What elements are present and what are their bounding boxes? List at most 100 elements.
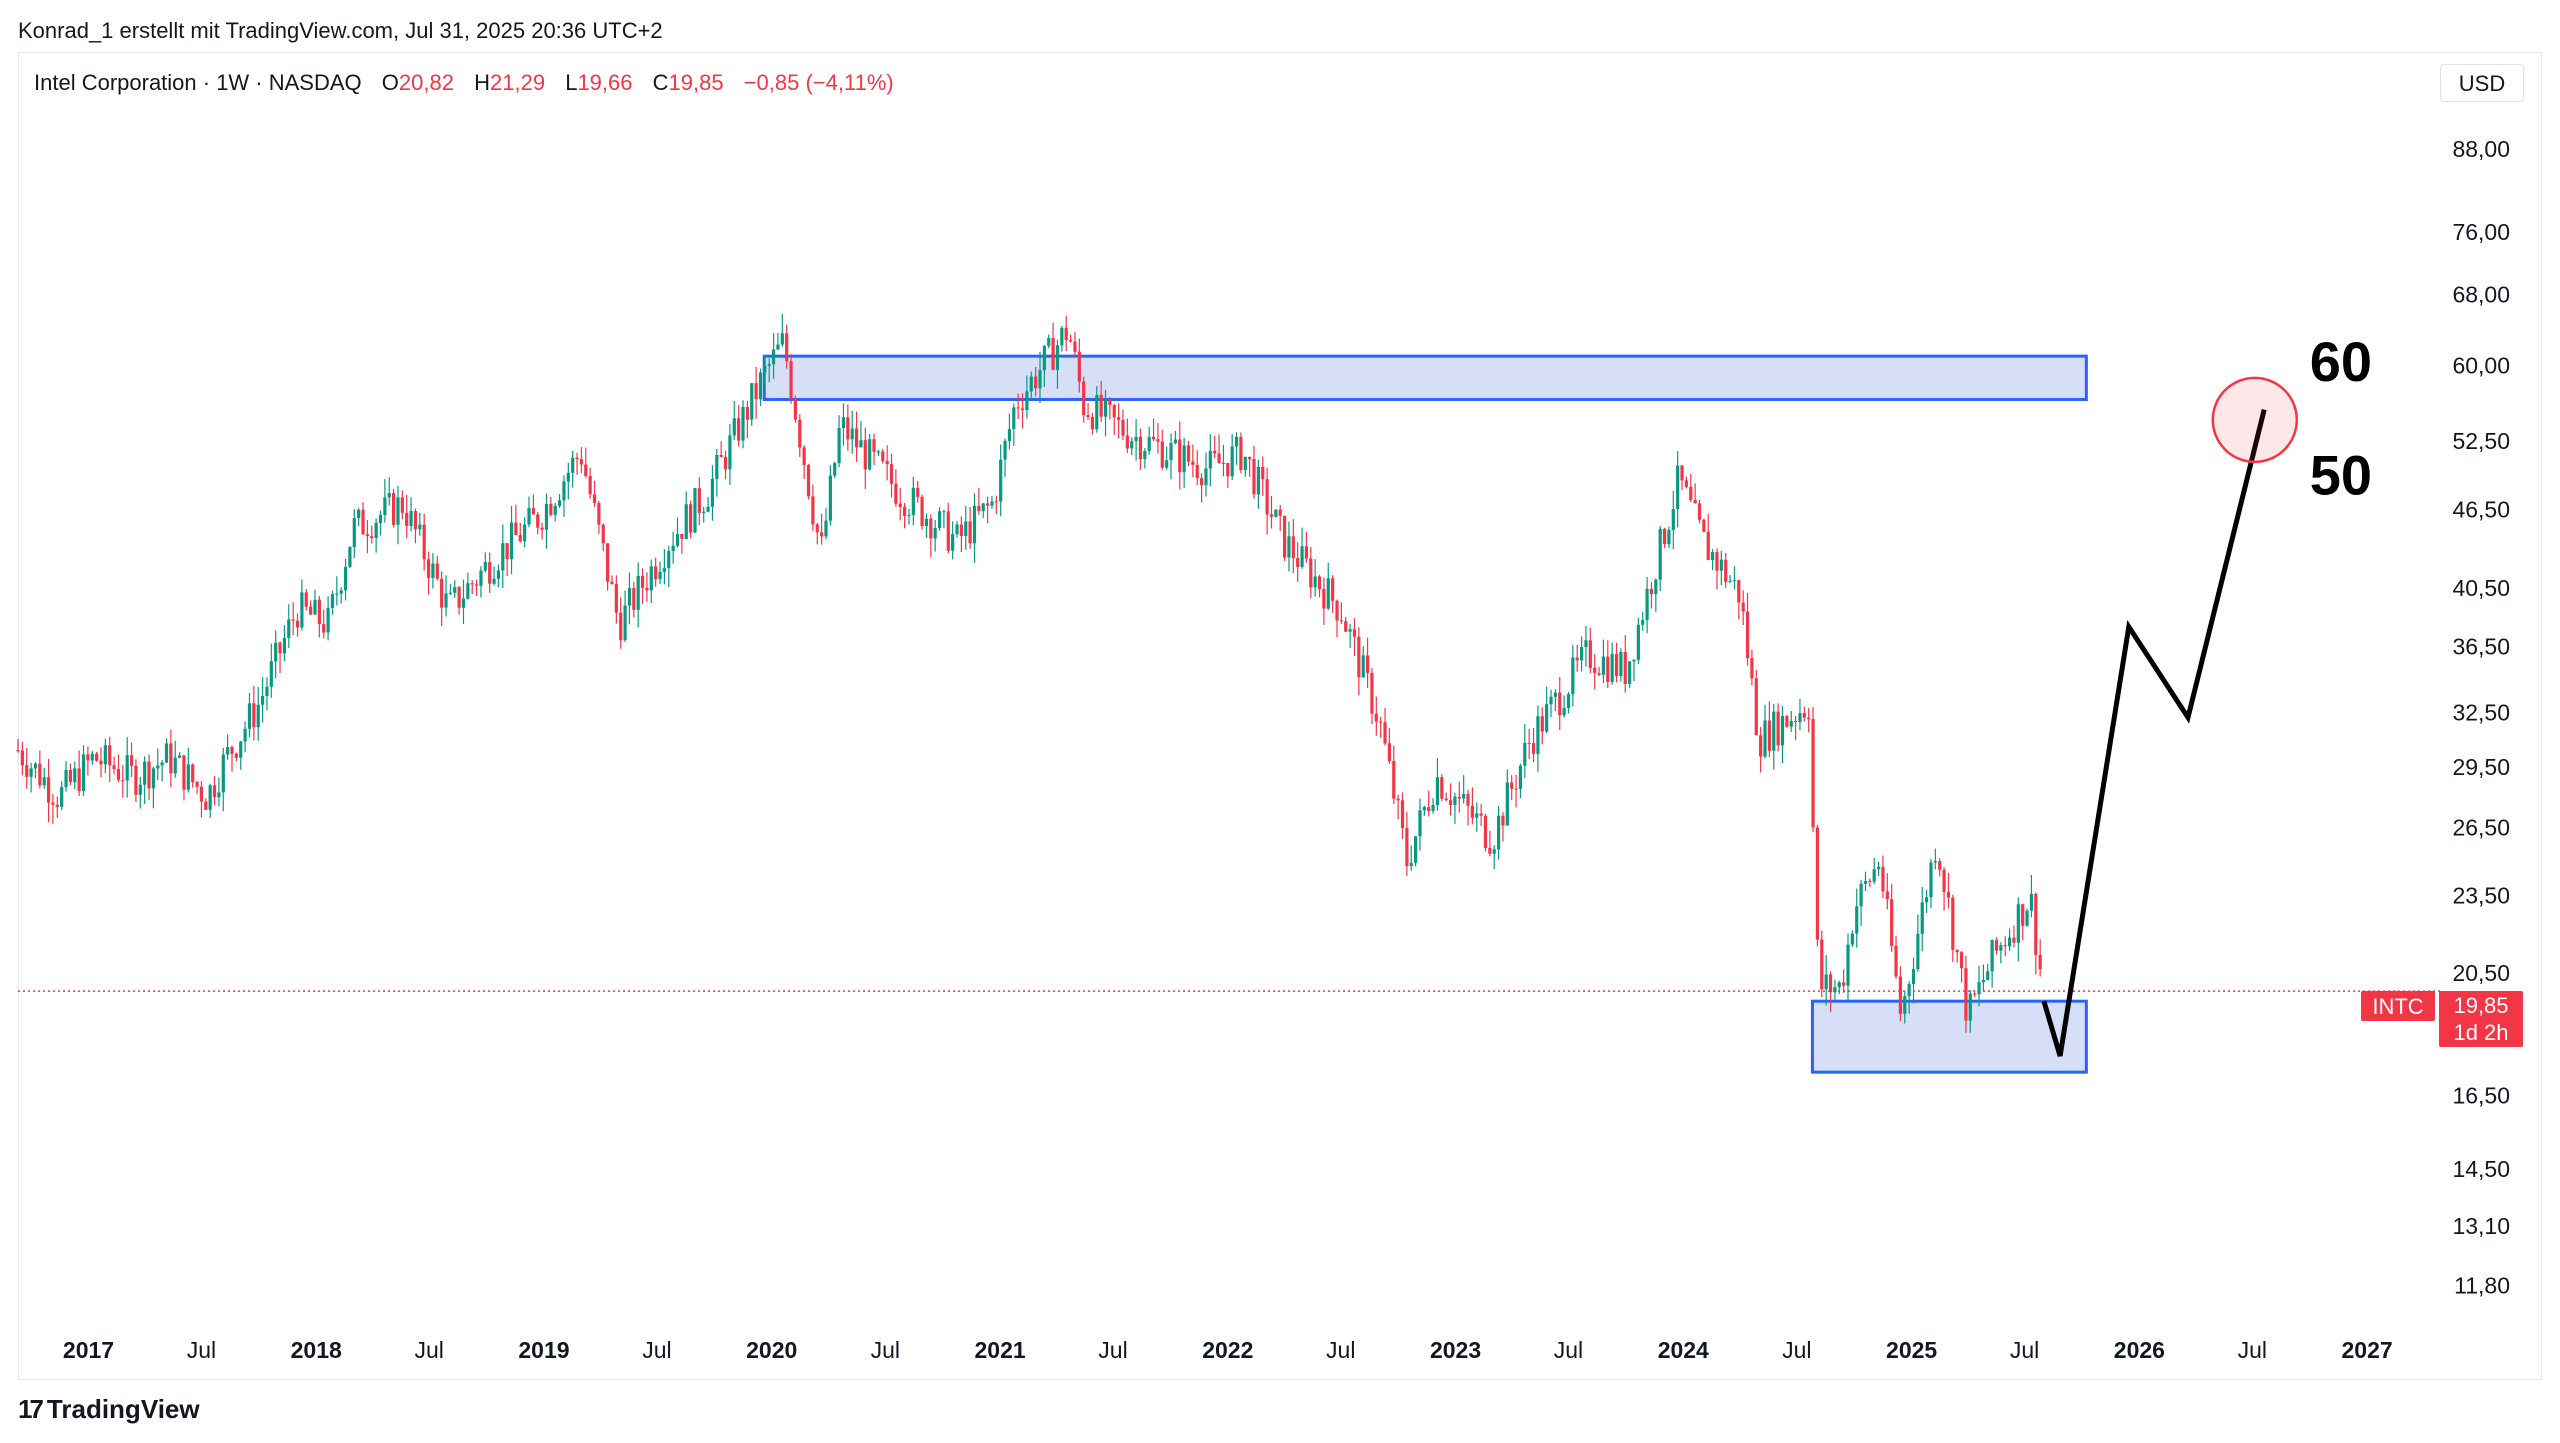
candle-body — [750, 383, 754, 420]
candle-body — [1492, 849, 1496, 854]
change-value: −0,85 (−4,11%) — [743, 70, 894, 95]
candle-body — [1427, 807, 1431, 811]
candle-body — [479, 570, 483, 586]
candle-body — [33, 763, 38, 769]
candle-body — [60, 787, 64, 807]
candle-body — [1890, 899, 1894, 946]
candle-body — [1531, 743, 1536, 754]
candle-body — [1339, 620, 1343, 622]
y-tick-label: 52,50 — [2452, 428, 2510, 454]
candle-body — [383, 497, 387, 515]
candle-body — [444, 593, 448, 608]
candle-body — [1457, 796, 1461, 799]
candle-body — [1981, 980, 1985, 983]
candle-body — [776, 344, 780, 350]
candle-body — [1195, 464, 1199, 479]
candle-body — [579, 459, 584, 465]
candle-body — [1619, 652, 1623, 677]
tradingview-logo[interactable]: 17 TradingView — [18, 1394, 200, 1425]
candle-body — [1558, 692, 1562, 716]
candle-body — [1702, 519, 1706, 532]
candle-body — [1248, 456, 1252, 460]
y-tick-label: 32,50 — [2452, 699, 2510, 725]
candle-body — [295, 620, 300, 628]
candle-body — [1680, 465, 1684, 481]
candle-body — [265, 686, 269, 696]
candle-body — [387, 492, 391, 498]
candle-body — [1077, 351, 1081, 382]
candle-body — [1156, 439, 1160, 442]
candle-body — [820, 532, 824, 537]
symbol-name[interactable]: Intel Corporation · 1W · NASDAQ — [34, 70, 362, 95]
candle-body — [1173, 439, 1177, 444]
candle-body — [1593, 667, 1597, 673]
candle-body — [46, 777, 51, 803]
candle-body — [1086, 415, 1090, 418]
candle-body — [470, 583, 474, 585]
candle-body — [1514, 788, 1518, 790]
x-tick-label: 2023 — [1430, 1337, 1481, 1363]
candle-body — [619, 612, 623, 641]
candle-body — [588, 476, 592, 495]
candle-body — [1208, 450, 1212, 469]
candle-body — [16, 750, 20, 752]
candle-body — [1060, 327, 1064, 346]
candle-body — [1767, 720, 1771, 751]
close-value: 19,85 — [668, 70, 724, 95]
candle-body — [247, 703, 252, 729]
candle-body — [392, 492, 396, 525]
candle-body — [868, 439, 872, 470]
candle-body — [103, 745, 107, 765]
candle-body — [1693, 499, 1697, 504]
currency-button[interactable]: USD — [2440, 64, 2524, 102]
candle-body — [1898, 976, 1903, 1014]
candle-body — [1374, 713, 1378, 722]
target-annotation: 60 — [2310, 330, 2372, 393]
candle-body — [440, 578, 444, 608]
candle-body — [723, 456, 728, 470]
candle-body — [409, 511, 413, 526]
candle-body — [1444, 798, 1448, 801]
candle-body — [1466, 794, 1470, 806]
candle-body — [798, 419, 802, 448]
candle-body — [186, 764, 190, 790]
candle-body — [1759, 735, 1763, 757]
candle-body — [1409, 862, 1413, 866]
candle-body — [903, 506, 907, 517]
candle-body — [1671, 509, 1675, 530]
candle-body — [1955, 949, 1959, 953]
x-tick-label: 2027 — [2342, 1337, 2393, 1363]
candle-body — [2012, 937, 2016, 943]
candle-body — [894, 483, 898, 504]
candle-body — [636, 575, 640, 610]
candle-body — [361, 509, 365, 535]
candle-body — [728, 435, 732, 470]
candle-body — [667, 550, 671, 569]
candle-body — [1051, 338, 1055, 370]
candle-body — [199, 786, 204, 802]
candle-body — [924, 518, 929, 527]
candle-body — [876, 451, 881, 453]
candle-body — [1711, 552, 1715, 561]
candle-body — [1933, 861, 1937, 863]
x-tick-label: Jul — [871, 1337, 900, 1363]
candle-body — [1055, 345, 1060, 370]
candle-body — [1942, 869, 1946, 892]
candle-body — [972, 505, 977, 544]
candle-body — [1230, 446, 1234, 477]
candle-body — [977, 505, 981, 512]
candle-body — [1326, 578, 1330, 609]
candle-body — [1929, 862, 1933, 898]
candle-body — [942, 511, 946, 513]
candle-body — [230, 746, 234, 754]
candle-body — [42, 777, 46, 786]
candle-body — [208, 785, 212, 810]
candle-body — [1562, 708, 1566, 716]
candle-body — [156, 765, 160, 769]
candle-body — [1654, 579, 1658, 595]
candle-body — [1636, 624, 1640, 660]
y-tick-label: 88,00 — [2452, 136, 2510, 162]
zone-layer — [18, 354, 2440, 1074]
symbol-legend: Intel Corporation · 1W · NASDAQ O20,82 H… — [34, 70, 894, 96]
